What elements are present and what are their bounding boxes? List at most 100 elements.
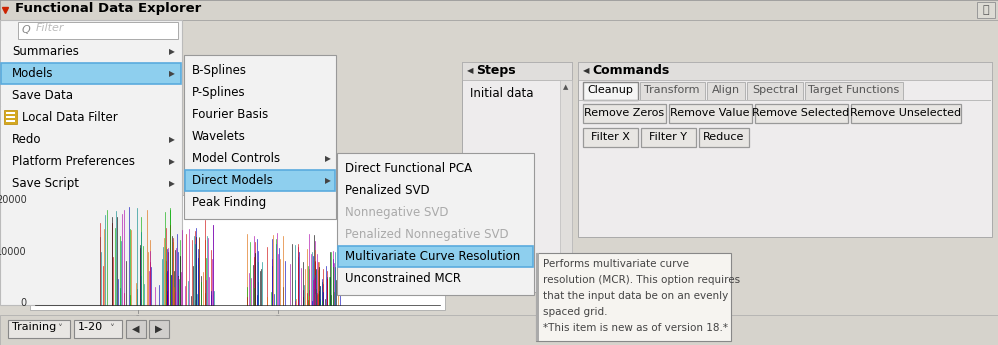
Bar	[851, 104, 961, 123]
Bar	[579, 100, 991, 101]
Bar	[6, 112, 15, 114]
Bar	[1, 63, 181, 84]
Bar	[747, 82, 803, 100]
Bar	[640, 82, 705, 100]
Text: Platform Preferences: Platform Preferences	[12, 155, 135, 168]
Bar	[185, 170, 335, 191]
Text: 1-20: 1-20	[78, 322, 103, 332]
Bar	[0, 0, 998, 20]
Bar	[0, 20, 182, 305]
Bar	[0, 20, 998, 315]
Bar	[4, 110, 17, 124]
Bar	[0, 315, 998, 345]
Bar	[74, 320, 122, 338]
Text: Penalized Nonnegative SVD: Penalized Nonnegative SVD	[345, 228, 509, 241]
Text: Model Controls: Model Controls	[192, 152, 280, 165]
Bar	[6, 116, 15, 118]
Text: *This item is new as of version 18.*: *This item is new as of version 18.*	[543, 323, 728, 333]
Bar	[1, 129, 181, 150]
Text: ▶: ▶	[169, 48, 175, 57]
Text: ˅: ˅	[110, 324, 115, 334]
Bar	[641, 128, 696, 147]
Bar	[1, 85, 181, 106]
Bar	[699, 128, 749, 147]
Text: Filter: Filter	[36, 23, 65, 33]
Text: 1: 1	[135, 315, 142, 325]
Bar	[536, 253, 539, 341]
Bar	[1, 173, 181, 194]
Text: Unconstrained MCR: Unconstrained MCR	[345, 272, 461, 285]
Text: ▶: ▶	[325, 155, 331, 164]
Text: ˅: ˅	[58, 324, 63, 334]
Bar	[669, 104, 752, 123]
Bar	[1, 41, 181, 62]
Text: Summaries: Summaries	[12, 45, 79, 58]
Text: Target Functions: Target Functions	[808, 85, 899, 95]
Text: Training: Training	[12, 322, 56, 332]
Bar	[560, 80, 572, 292]
Text: Align: Align	[712, 85, 741, 95]
Bar	[184, 55, 336, 219]
Text: 20000: 20000	[0, 195, 27, 205]
Text: X: X	[234, 328, 241, 338]
Text: Q: Q	[22, 25, 31, 35]
Bar	[1, 107, 181, 128]
Text: Remove Unselected: Remove Unselected	[850, 108, 961, 118]
Text: Steps: Steps	[476, 64, 516, 77]
Text: 0: 0	[21, 298, 27, 308]
Text: Functional Data Explorer: Functional Data Explorer	[15, 2, 202, 15]
Text: Cleanup: Cleanup	[587, 85, 633, 95]
Text: Filter X: Filter X	[591, 132, 630, 142]
Bar	[126, 320, 146, 338]
Text: ◀: ◀	[583, 67, 590, 76]
Text: Direct Models: Direct Models	[192, 174, 272, 187]
Bar	[583, 82, 638, 100]
Text: Nonnegative SVD: Nonnegative SVD	[345, 206, 448, 219]
Text: Direct Functional PCA: Direct Functional PCA	[345, 162, 472, 175]
Text: Redo: Redo	[12, 133, 42, 146]
Bar	[977, 2, 995, 18]
Bar	[30, 195, 445, 310]
Text: Wavelets: Wavelets	[192, 130, 246, 143]
Text: Peak Finding: Peak Finding	[192, 196, 266, 209]
Text: ▶: ▶	[325, 177, 331, 186]
Bar	[149, 320, 169, 338]
Text: ▶: ▶	[156, 324, 163, 334]
Bar	[536, 253, 731, 341]
Bar	[755, 104, 848, 123]
Bar	[583, 104, 666, 123]
Text: ▶: ▶	[169, 179, 175, 188]
Bar	[707, 82, 745, 100]
Bar	[583, 128, 638, 147]
Text: Initial data: Initial data	[470, 87, 534, 100]
Bar	[1, 151, 181, 172]
Text: Commands: Commands	[592, 64, 670, 77]
Text: Remove Selected: Remove Selected	[752, 108, 849, 118]
Text: Spectral: Spectral	[751, 85, 798, 95]
Text: Reduce: Reduce	[704, 132, 745, 142]
Text: Filter Y: Filter Y	[649, 132, 687, 142]
Text: ▶: ▶	[169, 158, 175, 167]
Text: ▶: ▶	[169, 136, 175, 145]
Bar	[462, 62, 572, 80]
Text: Multivariate Curve Resolution: Multivariate Curve Resolution	[345, 250, 520, 263]
Text: Models: Models	[12, 67, 54, 80]
Text: ◀: ◀	[133, 324, 140, 334]
Text: Fourier Basis: Fourier Basis	[192, 108, 268, 121]
Text: Save Data: Save Data	[12, 89, 73, 102]
Bar	[578, 62, 992, 80]
Text: B-Splines: B-Splines	[192, 64, 247, 77]
Text: resolution (MCR). This option requires: resolution (MCR). This option requires	[543, 275, 741, 285]
Text: Remove Zeros: Remove Zeros	[584, 108, 664, 118]
Text: Transform: Transform	[645, 85, 700, 95]
Text: that the input data be on an evenly: that the input data be on an evenly	[543, 291, 729, 301]
Bar	[6, 120, 15, 122]
Text: Save Script: Save Script	[12, 177, 79, 190]
Bar	[462, 62, 572, 292]
Bar	[338, 246, 533, 267]
Text: 10000: 10000	[0, 247, 27, 257]
Text: 2: 2	[274, 315, 281, 325]
Text: Remove Value: Remove Value	[671, 108, 749, 118]
Text: ▶: ▶	[169, 69, 175, 79]
Bar	[337, 153, 534, 295]
